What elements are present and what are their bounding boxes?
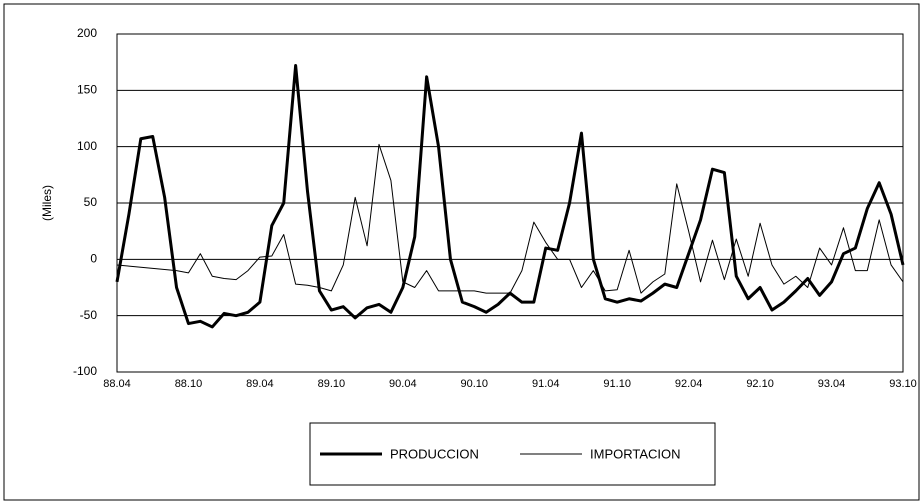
y-tick-label: -50 (80, 308, 98, 322)
x-tick-label: 93.04 (818, 378, 846, 390)
x-tick-label: 92.10 (746, 378, 774, 390)
x-tick-label: 91.10 (603, 378, 631, 390)
x-tick-label: 92.04 (675, 378, 703, 390)
frame (3, 3, 920, 501)
x-tick-label: 90.04 (389, 378, 417, 390)
x-tick-label: 89.10 (318, 378, 346, 390)
x-tick-label: 88.10 (175, 378, 203, 390)
x-tick-label: 93.10 (889, 378, 917, 390)
x-tick-label: 91.04 (532, 378, 560, 390)
x-tick-label: 90.10 (461, 378, 489, 390)
y-tick-label: 50 (84, 195, 98, 209)
line-series (116, 143, 904, 294)
y-tick-label: 200 (77, 26, 97, 40)
line-series (115, 64, 905, 329)
y-tick-label: -100 (73, 364, 97, 378)
y-axis-label: (Miles) (40, 185, 54, 221)
x-tick-label: 88.04 (103, 378, 131, 390)
y-tick-label: 100 (77, 139, 97, 153)
legend-label: IMPORTACION (590, 446, 681, 461)
x-tick-label: 89.04 (246, 378, 274, 390)
legend-box (309, 422, 716, 486)
y-tick-label: 150 (77, 83, 97, 97)
legend-label: PRODUCCION (390, 446, 479, 461)
y-tick-label: 0 (90, 252, 97, 266)
